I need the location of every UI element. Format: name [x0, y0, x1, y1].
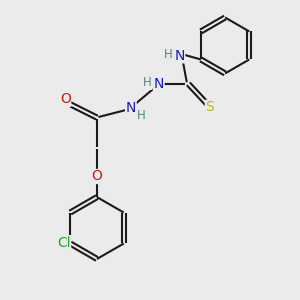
Text: H: H	[143, 76, 152, 89]
Text: N: N	[154, 77, 164, 91]
Text: N: N	[174, 49, 184, 63]
Text: H: H	[164, 48, 172, 62]
Text: S: S	[206, 100, 214, 114]
Text: H: H	[137, 109, 146, 122]
Text: N: N	[126, 101, 136, 115]
Text: Cl: Cl	[57, 236, 70, 250]
Text: O: O	[60, 92, 70, 106]
Text: O: O	[92, 169, 102, 184]
